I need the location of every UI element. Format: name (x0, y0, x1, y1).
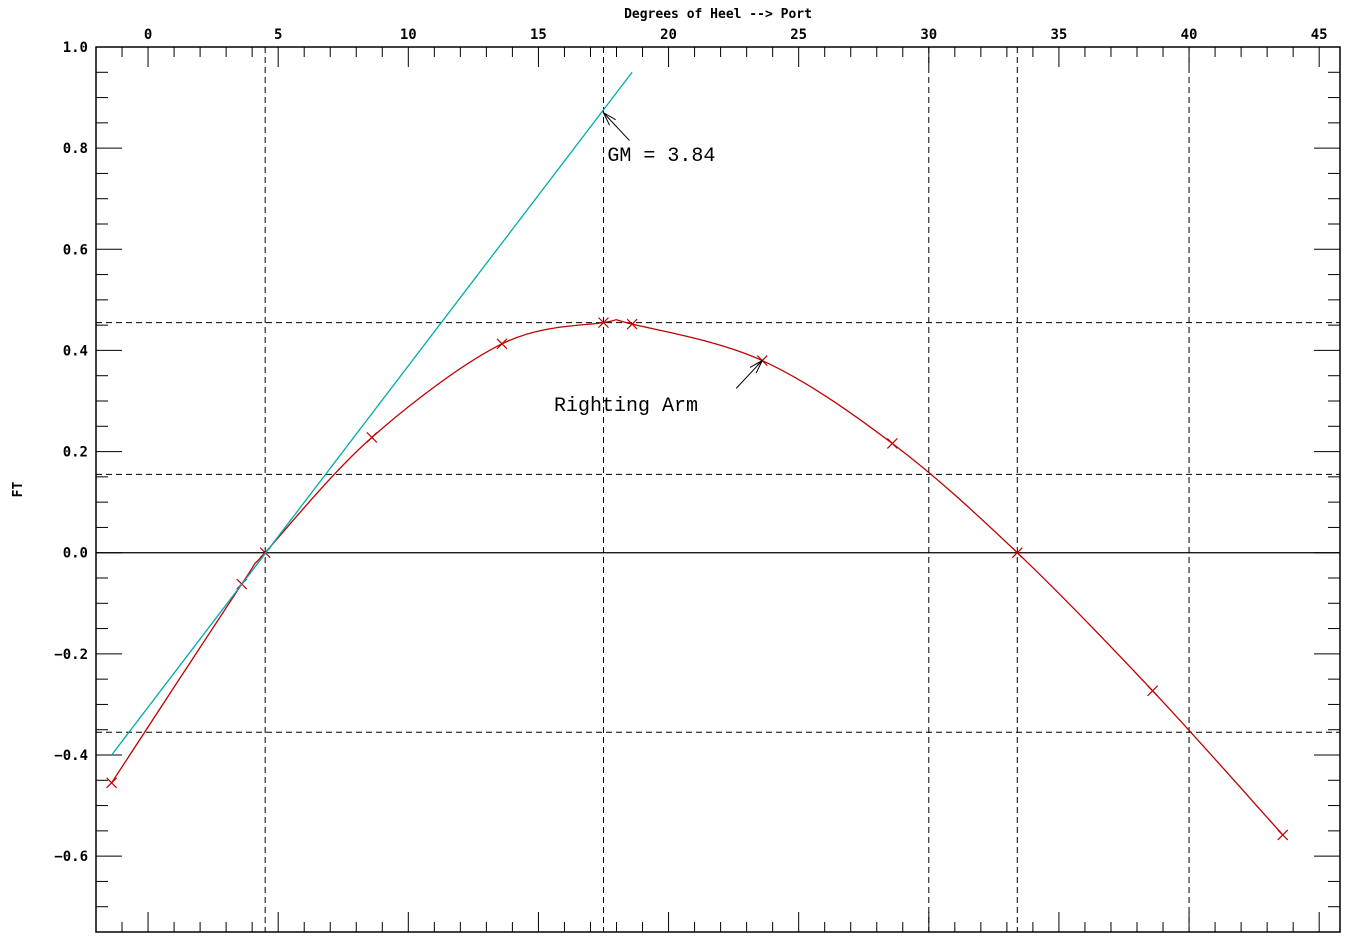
x-tick-label: 25 (790, 27, 807, 43)
righting-arm-point (496, 338, 508, 350)
x-tick-label: 30 (920, 27, 937, 43)
righting-arm-curve (111, 319, 1284, 836)
y-tick-label: 0.6 (63, 242, 88, 258)
y-tick-label: 0.0 (63, 546, 88, 562)
x-tick-label: 10 (400, 27, 417, 43)
righting-arm-point (106, 777, 118, 789)
annotations-layer: GM = 3.84 Righting Arm (554, 111, 764, 418)
x-tick-label: 15 (530, 27, 547, 43)
righting-arm-point (1011, 547, 1023, 559)
righting-arm-point (1147, 685, 1159, 697)
gm-tangent-line (111, 71, 633, 756)
reference-lines (96, 47, 1340, 932)
righting-arm-point (626, 318, 638, 330)
plot-frame (95, 46, 1341, 933)
x-tick-label: 45 (1311, 27, 1328, 43)
arrow-head-icon (749, 359, 764, 374)
x-axis-title: Degrees of Heel --> Port (624, 7, 812, 22)
gm-annotation: GM = 3.84 (607, 145, 715, 168)
x-tick-label: 35 (1050, 27, 1067, 43)
y-tick-label: −0.2 (54, 647, 88, 663)
x-tick-label: 20 (660, 27, 677, 43)
y-axis-title: FT (11, 482, 26, 498)
x-tick-label: 40 (1181, 27, 1198, 43)
y-tick-label: −0.6 (54, 849, 88, 865)
righting-arm-point (598, 317, 609, 329)
y-tick-label: 0.4 (63, 343, 88, 359)
x-tick-label: 5 (274, 27, 282, 43)
tick-labels: 0 5 10 15 20 25 30 35 40 45 1.0 0.8 0.6 0.4 0.2 0.0 −0.2… (54, 27, 1327, 865)
y-tick-label: 0.2 (63, 445, 88, 461)
axis-ticks (95, 46, 1340, 933)
righting-arm-point (1277, 829, 1289, 841)
x-tick-label: 0 (144, 27, 152, 43)
y-tick-label: 0.8 (63, 141, 88, 157)
series-layer (106, 71, 1289, 841)
y-tick-label: 1.0 (63, 40, 88, 56)
annotation-arrow (735, 360, 763, 389)
annotation-arrow (603, 112, 630, 141)
righting-arm-point (366, 431, 378, 443)
righting-arm-annotation: Righting Arm (554, 395, 698, 418)
righting-arm-point (886, 438, 898, 449)
arrow-head-icon (602, 111, 616, 126)
y-tick-label: −0.4 (54, 748, 88, 764)
